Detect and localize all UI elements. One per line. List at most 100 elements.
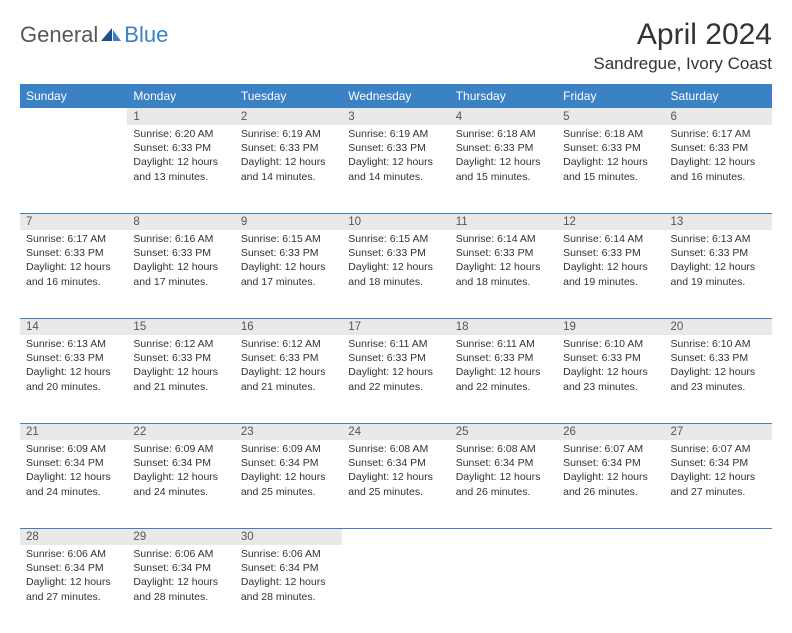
daylight-text-1: Daylight: 12 hours	[563, 470, 658, 484]
sunrise-text: Sunrise: 6:06 AM	[241, 547, 336, 561]
daylight-text-1: Daylight: 12 hours	[671, 155, 766, 169]
daylight-text-2: and 17 minutes.	[241, 275, 336, 289]
day-number-cell: 4	[450, 108, 557, 125]
sunrise-text: Sunrise: 6:19 AM	[348, 127, 443, 141]
day-info-cell: Sunrise: 6:06 AMSunset: 6:34 PMDaylight:…	[127, 545, 234, 633]
day-info-cell: Sunrise: 6:17 AMSunset: 6:33 PMDaylight:…	[665, 125, 772, 213]
sunrise-text: Sunrise: 6:12 AM	[241, 337, 336, 351]
daylight-text-1: Daylight: 12 hours	[241, 470, 336, 484]
day-info-cell: Sunrise: 6:12 AMSunset: 6:33 PMDaylight:…	[235, 335, 342, 423]
sunrise-text: Sunrise: 6:20 AM	[133, 127, 228, 141]
daylight-text-1: Daylight: 12 hours	[456, 470, 551, 484]
day-info-cell	[450, 545, 557, 633]
day-number-cell: 7	[20, 213, 127, 230]
daylight-text-2: and 14 minutes.	[241, 170, 336, 184]
sunrise-text: Sunrise: 6:15 AM	[348, 232, 443, 246]
sunrise-text: Sunrise: 6:08 AM	[456, 442, 551, 456]
sunrise-text: Sunrise: 6:14 AM	[456, 232, 551, 246]
day-number-cell	[450, 528, 557, 545]
sunset-text: Sunset: 6:33 PM	[348, 351, 443, 365]
daylight-text-2: and 17 minutes.	[133, 275, 228, 289]
calendar-page: General Blue April 2024 Sandregue, Ivory…	[0, 0, 792, 633]
sunrise-text: Sunrise: 6:19 AM	[241, 127, 336, 141]
brand-part2: Blue	[124, 22, 168, 48]
daynum-row: 78910111213	[20, 213, 772, 230]
day-number-cell: 3	[342, 108, 449, 125]
sunrise-text: Sunrise: 6:09 AM	[133, 442, 228, 456]
day-info-cell: Sunrise: 6:10 AMSunset: 6:33 PMDaylight:…	[665, 335, 772, 423]
day-info-cell: Sunrise: 6:07 AMSunset: 6:34 PMDaylight:…	[557, 440, 664, 528]
day-info-cell: Sunrise: 6:17 AMSunset: 6:33 PMDaylight:…	[20, 230, 127, 318]
sunset-text: Sunset: 6:34 PM	[133, 456, 228, 470]
day-number-cell: 6	[665, 108, 772, 125]
month-title: April 2024	[593, 18, 772, 52]
day-info-cell: Sunrise: 6:06 AMSunset: 6:34 PMDaylight:…	[20, 545, 127, 633]
daylight-text-2: and 18 minutes.	[348, 275, 443, 289]
brand-sail-icon	[100, 26, 122, 44]
daylight-text-1: Daylight: 12 hours	[348, 365, 443, 379]
day-number-cell: 22	[127, 423, 234, 440]
sunset-text: Sunset: 6:34 PM	[348, 456, 443, 470]
info-row: Sunrise: 6:13 AMSunset: 6:33 PMDaylight:…	[20, 335, 772, 423]
daynum-row: 123456	[20, 108, 772, 125]
dow-sunday: Sunday	[20, 84, 127, 108]
day-number-cell: 18	[450, 318, 557, 335]
daylight-text-2: and 27 minutes.	[671, 485, 766, 499]
daylight-text-2: and 21 minutes.	[241, 380, 336, 394]
daylight-text-1: Daylight: 12 hours	[26, 575, 121, 589]
daylight-text-2: and 28 minutes.	[133, 590, 228, 604]
sunset-text: Sunset: 6:34 PM	[133, 561, 228, 575]
info-row: Sunrise: 6:17 AMSunset: 6:33 PMDaylight:…	[20, 230, 772, 318]
sunset-text: Sunset: 6:33 PM	[348, 246, 443, 260]
daylight-text-2: and 26 minutes.	[563, 485, 658, 499]
sunrise-text: Sunrise: 6:14 AM	[563, 232, 658, 246]
sunrise-text: Sunrise: 6:06 AM	[26, 547, 121, 561]
daylight-text-1: Daylight: 12 hours	[563, 260, 658, 274]
daylight-text-2: and 22 minutes.	[456, 380, 551, 394]
daylight-text-2: and 25 minutes.	[348, 485, 443, 499]
sunrise-text: Sunrise: 6:13 AM	[26, 337, 121, 351]
day-info-cell: Sunrise: 6:08 AMSunset: 6:34 PMDaylight:…	[450, 440, 557, 528]
daylight-text-2: and 27 minutes.	[26, 590, 121, 604]
day-number-cell: 19	[557, 318, 664, 335]
daylight-text-2: and 15 minutes.	[563, 170, 658, 184]
daylight-text-2: and 20 minutes.	[26, 380, 121, 394]
daylight-text-2: and 16 minutes.	[671, 170, 766, 184]
daylight-text-2: and 18 minutes.	[456, 275, 551, 289]
day-info-cell: Sunrise: 6:14 AMSunset: 6:33 PMDaylight:…	[557, 230, 664, 318]
calendar-table: Sunday Monday Tuesday Wednesday Thursday…	[20, 84, 772, 633]
daylight-text-2: and 23 minutes.	[563, 380, 658, 394]
day-number-cell: 12	[557, 213, 664, 230]
day-number-cell: 25	[450, 423, 557, 440]
sunset-text: Sunset: 6:34 PM	[563, 456, 658, 470]
day-info-cell: Sunrise: 6:19 AMSunset: 6:33 PMDaylight:…	[235, 125, 342, 213]
daylight-text-1: Daylight: 12 hours	[348, 470, 443, 484]
daylight-text-1: Daylight: 12 hours	[241, 575, 336, 589]
daylight-text-2: and 24 minutes.	[133, 485, 228, 499]
brand-part1: General	[20, 22, 98, 48]
daylight-text-2: and 19 minutes.	[563, 275, 658, 289]
day-number-cell: 8	[127, 213, 234, 230]
day-info-cell	[342, 545, 449, 633]
daylight-text-2: and 22 minutes.	[348, 380, 443, 394]
daylight-text-1: Daylight: 12 hours	[241, 365, 336, 379]
daylight-text-2: and 16 minutes.	[26, 275, 121, 289]
day-info-cell: Sunrise: 6:15 AMSunset: 6:33 PMDaylight:…	[342, 230, 449, 318]
location-label: Sandregue, Ivory Coast	[593, 54, 772, 74]
day-number-cell: 14	[20, 318, 127, 335]
daylight-text-1: Daylight: 12 hours	[133, 365, 228, 379]
daylight-text-2: and 21 minutes.	[133, 380, 228, 394]
daylight-text-2: and 19 minutes.	[671, 275, 766, 289]
day-number-cell: 1	[127, 108, 234, 125]
sunrise-text: Sunrise: 6:17 AM	[671, 127, 766, 141]
sunset-text: Sunset: 6:33 PM	[456, 351, 551, 365]
sunrise-text: Sunrise: 6:16 AM	[133, 232, 228, 246]
daylight-text-1: Daylight: 12 hours	[241, 260, 336, 274]
day-number-cell: 9	[235, 213, 342, 230]
sunset-text: Sunset: 6:33 PM	[241, 141, 336, 155]
daylight-text-1: Daylight: 12 hours	[133, 155, 228, 169]
dow-thursday: Thursday	[450, 84, 557, 108]
daylight-text-1: Daylight: 12 hours	[133, 260, 228, 274]
sunrise-text: Sunrise: 6:15 AM	[241, 232, 336, 246]
daylight-text-1: Daylight: 12 hours	[563, 155, 658, 169]
